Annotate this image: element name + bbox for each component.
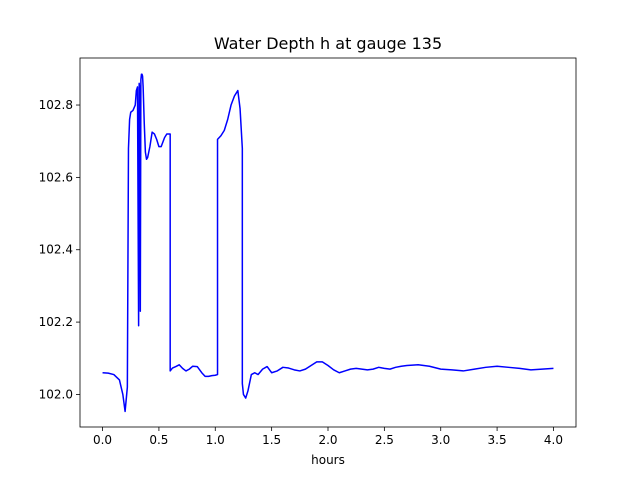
x-tick-label: 2.5 bbox=[375, 433, 394, 447]
x-axis-label: hours bbox=[311, 453, 345, 467]
x-tick-label: 1.0 bbox=[206, 433, 225, 447]
x-tick-label: 0.5 bbox=[149, 433, 168, 447]
x-tick-label: 3.5 bbox=[488, 433, 507, 447]
y-tick-label: 102.0 bbox=[39, 387, 73, 401]
x-tick-label: 4.0 bbox=[544, 433, 563, 447]
y-axis-ticks: 102.0 102.2 102.4 102.6 102.8 bbox=[39, 98, 80, 401]
y-tick-label: 102.6 bbox=[39, 170, 73, 184]
x-tick-label: 0.0 bbox=[93, 433, 112, 447]
x-tick-label: 1.5 bbox=[262, 433, 281, 447]
axes-border bbox=[79, 57, 577, 428]
x-axis-ticks: 0.0 0.5 1.0 1.5 2.0 2.5 3.0 3.5 4.0 bbox=[93, 427, 563, 447]
series-line-0 bbox=[102, 73, 554, 413]
y-tick-label: 102.8 bbox=[39, 98, 73, 112]
x-tick-label: 2.0 bbox=[318, 433, 337, 447]
plot-marks bbox=[102, 73, 554, 413]
chart-title: Water Depth h at gauge 135 bbox=[214, 34, 442, 53]
y-tick-label: 102.2 bbox=[39, 315, 73, 329]
axes-frame bbox=[79, 57, 577, 428]
y-tick-label: 102.4 bbox=[39, 243, 73, 257]
x-tick-label: 3.0 bbox=[431, 433, 450, 447]
